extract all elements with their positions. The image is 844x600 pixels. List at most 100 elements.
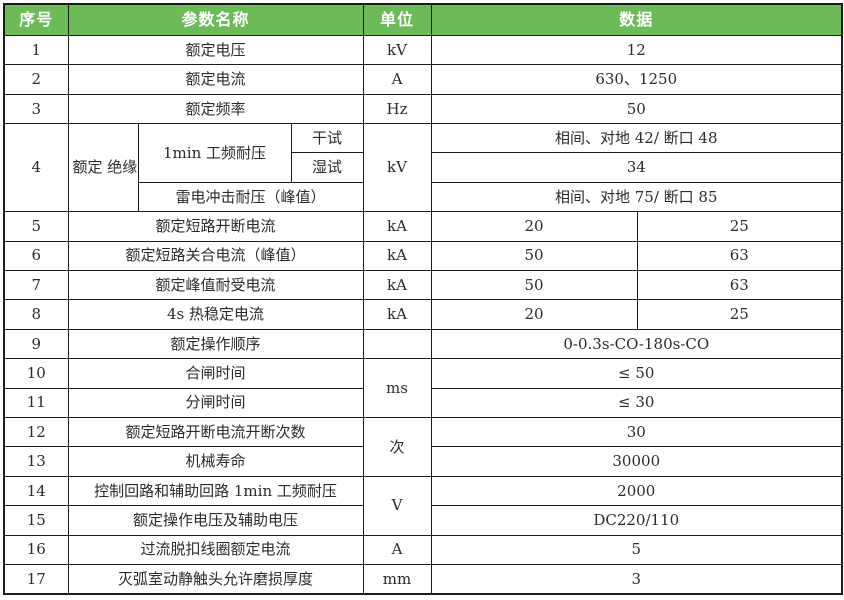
row-17-no: 17 xyxy=(3,563,69,595)
row-12-param: 额定短路开断电流开断次数 xyxy=(67,416,364,448)
table-row-4-dry: 4 额定 绝缘 水平 1min 工频耐压 干试 kV 相间、对地 42/ 断口 … xyxy=(3,123,843,213)
row-1-no: 1 xyxy=(3,34,69,66)
table-row: 5 额定短路开断电流 kA 20 25 xyxy=(3,211,843,242)
header-unit: 单位 xyxy=(362,3,432,36)
row-2-no: 2 xyxy=(3,64,69,95)
row-5-data-1: 20 xyxy=(430,211,638,242)
row-11-param: 分闸时间 xyxy=(67,387,364,419)
row-3-param: 额定频率 xyxy=(67,93,364,125)
row-7-data-1: 50 xyxy=(430,270,638,301)
table-row: 15 额定操作电压及辅助电压 DC220/110 xyxy=(3,505,843,536)
row-5-no: 5 xyxy=(3,211,69,242)
row-10-param: 合闸时间 xyxy=(67,358,364,389)
header-no: 序号 xyxy=(3,3,69,36)
table-row: 13 机械寿命 30000 xyxy=(3,446,843,477)
row-12-data: 30 xyxy=(430,416,843,448)
row-10-no: 10 xyxy=(3,358,69,389)
row-15-data: DC220/110 xyxy=(430,505,843,536)
row-4-unit: kV xyxy=(362,123,432,213)
row-5-unit: kA xyxy=(362,211,432,242)
row-11-data: ≤ 30 xyxy=(430,387,843,419)
row-2-unit: A xyxy=(362,64,432,95)
row-12-no: 12 xyxy=(3,416,69,448)
row-7-no: 7 xyxy=(3,270,69,301)
row-5-data-2: 25 xyxy=(636,211,843,242)
row-4-data-wet: 34 xyxy=(430,152,843,183)
row-4-wet-label: 湿试 xyxy=(290,152,364,183)
row-6-unit: kA xyxy=(362,240,432,272)
row-3-data: 50 xyxy=(430,93,843,125)
row-4-dry-label: 干试 xyxy=(290,123,364,154)
row-6-param: 额定短路关合电流（峰值） xyxy=(67,240,364,272)
row-14-param: 控制回路和辅助回路 1min 工频耐压 xyxy=(67,475,364,507)
table-row: 2 额定电流 A 630、1250 xyxy=(3,64,843,95)
row-3-unit: Hz xyxy=(362,93,432,125)
row-5-param: 额定短路开断电流 xyxy=(67,211,364,242)
row-13-param: 机械寿命 xyxy=(67,446,364,477)
row-16-data: 5 xyxy=(430,534,843,565)
row-14-data: 2000 xyxy=(430,475,843,507)
row-14-no: 14 xyxy=(3,475,69,507)
table-row: 10 合闸时间 ms ≤ 50 xyxy=(3,358,843,418)
table-row: 16 过流脱扣线圈额定电流 A 5 xyxy=(3,534,843,565)
row-15-no: 15 xyxy=(3,505,69,536)
row-1-data: 12 xyxy=(430,34,843,66)
row-17-data: 3 xyxy=(430,563,843,595)
table-row: 6 额定短路关合电流（峰值） kA 50 63 xyxy=(3,240,843,272)
row-17-param: 灭弧室动静触头允许磨损厚度 xyxy=(67,563,364,595)
row-4-data-dry: 相间、对地 42/ 断口 48 xyxy=(430,123,843,154)
row-10-data: ≤ 50 xyxy=(430,358,843,389)
table-row: 1 额定电压 kV 12 xyxy=(3,34,843,66)
row-4-data-lightning: 相间、对地 75/ 断口 85 xyxy=(430,181,843,213)
row-1-param: 额定电压 xyxy=(67,34,364,66)
row-2-param: 额定电流 xyxy=(67,64,364,95)
row-3-no: 3 xyxy=(3,93,69,125)
row-14-15-unit: V xyxy=(362,475,432,536)
row-1-unit: kV xyxy=(362,34,432,66)
row-9-data: 0-0.3s-CO-180s-CO xyxy=(430,328,843,360)
row-4-lightning-label: 雷电冲击耐压（峰值） xyxy=(137,181,364,213)
row-17-unit: mm xyxy=(362,563,432,595)
row-16-param: 过流脱扣线圈额定电流 xyxy=(67,534,364,565)
table-row: 3 额定频率 Hz 50 xyxy=(3,93,843,125)
header-param: 参数名称 xyxy=(67,3,364,36)
row-2-data: 630、1250 xyxy=(430,64,843,95)
row-6-no: 6 xyxy=(3,240,69,272)
row-13-data: 30000 xyxy=(430,446,843,477)
table-row-4-lightning: 雷电冲击耐压（峰值） 相间、对地 75/ 断口 85 xyxy=(4,181,843,213)
spec-table: 序号 参数名称 单位 数据 1 额定电压 kV 12 2 额定电流 A 630、… xyxy=(3,3,844,595)
row-4-no: 4 xyxy=(3,123,69,213)
row-7-data-2: 63 xyxy=(636,270,843,301)
header-data: 数据 xyxy=(430,3,843,36)
table-row: 7 额定峰值耐受电流 kA 50 63 xyxy=(3,270,843,301)
row-7-unit: kA xyxy=(362,270,432,301)
header-row: 序号 参数名称 单位 数据 xyxy=(3,3,843,36)
row-6-data-2: 63 xyxy=(636,240,843,272)
row-8-data-2: 25 xyxy=(636,299,843,330)
row-8-param: 4s 热稳定电流 xyxy=(67,299,364,330)
row-15-param: 额定操作电压及辅助电压 xyxy=(67,505,364,536)
row-7-param: 额定峰值耐受电流 xyxy=(67,270,364,301)
table-row: 14 控制回路和辅助回路 1min 工频耐压 V 2000 xyxy=(3,475,843,536)
row-11-no: 11 xyxy=(3,387,69,419)
row-9-unit xyxy=(362,328,432,360)
row-6-data-1: 50 xyxy=(430,240,638,272)
table-row: 11 分闸时间 ≤ 30 xyxy=(3,387,843,419)
row-4-freq-withstand-label: 1min 工频耐压 xyxy=(137,123,292,183)
row-13-no: 13 xyxy=(3,446,69,477)
row-9-param: 额定操作顺序 xyxy=(67,328,364,360)
table-row: 9 额定操作顺序 0-0.3s-CO-180s-CO xyxy=(3,328,843,360)
row-12-13-unit: 次 xyxy=(362,417,432,477)
row-8-unit: kA xyxy=(362,299,432,330)
row-16-unit: A xyxy=(362,534,432,565)
table-row-4-wet: 湿试 34 xyxy=(4,152,843,183)
row-8-data-1: 20 xyxy=(430,299,638,330)
row-9-no: 9 xyxy=(3,328,69,360)
table-row: 17 灭弧室动静触头允许磨损厚度 mm 3 xyxy=(3,563,843,595)
table-row: 12 额定短路开断电流开断次数 次 30 xyxy=(3,416,843,477)
row-10-11-unit: ms xyxy=(362,358,432,418)
table-row: 8 4s 热稳定电流 kA 20 25 xyxy=(3,299,843,330)
row-4-group-label: 额定 绝缘 水平 xyxy=(67,123,139,213)
row-8-no: 8 xyxy=(3,299,69,330)
row-16-no: 16 xyxy=(3,534,69,565)
